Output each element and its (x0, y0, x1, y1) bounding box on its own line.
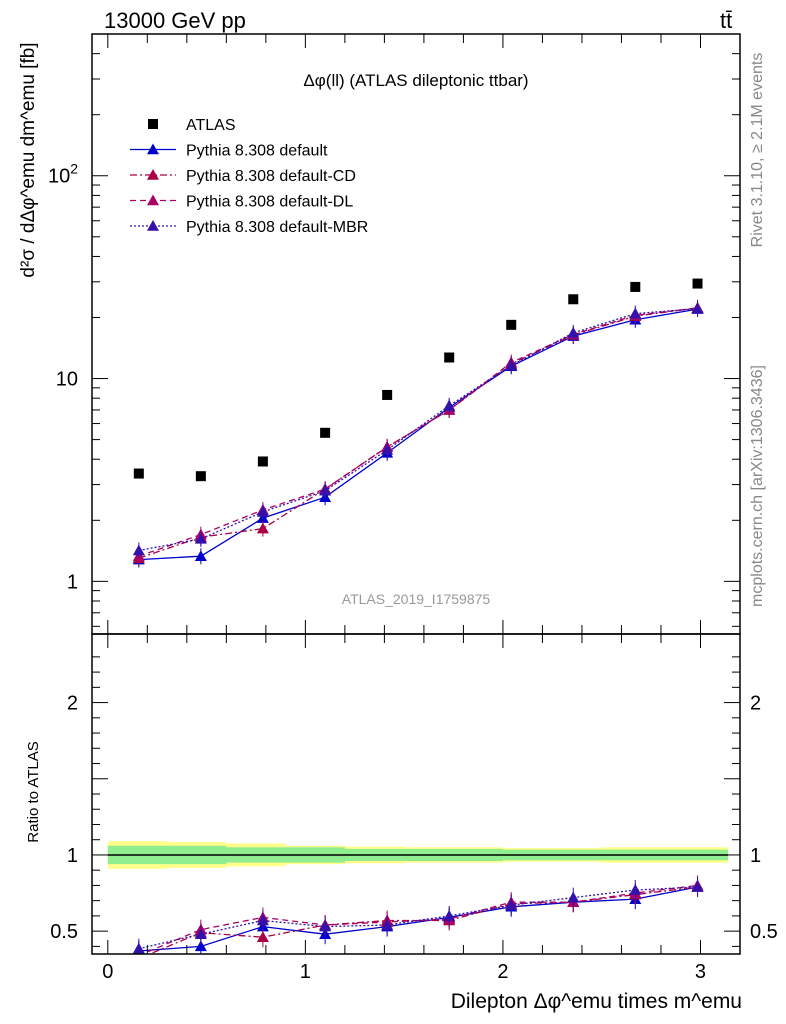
data-point-atlas (320, 427, 331, 438)
series-point-ratio (132, 942, 145, 954)
series-point-main (567, 326, 580, 338)
series-point-main (443, 399, 456, 411)
series-point-ratio (443, 909, 456, 921)
y-tick-label-ratio-right: 2 (750, 693, 761, 715)
series-point-ratio (319, 920, 332, 932)
data-point-atlas (133, 468, 144, 479)
data-point-atlas (692, 278, 703, 289)
legend-marker (147, 169, 159, 180)
x-tick-label: 3 (695, 961, 706, 983)
series-line-ratio (138, 886, 698, 952)
data-point-atlas (444, 352, 455, 363)
data-point-atlas (382, 389, 393, 400)
legend-marker (147, 143, 159, 155)
x-tick-label: 0 (102, 961, 113, 983)
series-point-main (194, 550, 207, 562)
series-line-main (138, 307, 698, 559)
series-point-ratio (629, 884, 642, 895)
header-left: 13000 GeV pp (104, 8, 246, 33)
y-tick-label-ratio: 0.5 (50, 921, 78, 943)
legend-marker-atlas (148, 119, 158, 129)
series-point-ratio (256, 914, 269, 926)
mcplots-label: mcplots.cern.ch [arXiv:1306.3436] (749, 365, 766, 607)
series-point-main (691, 302, 704, 314)
legend-label: ATLAS (186, 117, 236, 134)
series-point-main (629, 307, 642, 319)
legend-label: Pythia 8.308 default-DL (186, 194, 353, 211)
series-point-main (381, 443, 394, 455)
analysis-id: ATLAS_2019_I1759875 (342, 591, 491, 607)
series-point-ratio (194, 940, 207, 952)
series-point-ratio (256, 931, 269, 943)
series-line-main (138, 307, 698, 557)
series-line-main (138, 308, 698, 561)
series-point-main (319, 484, 332, 496)
data-point-atlas (506, 319, 517, 330)
y-tick-label-ratio-right: 0.5 (750, 921, 778, 943)
y-axis-title-ratio: Ratio to ATLAS (25, 741, 42, 842)
legend-marker (147, 220, 159, 231)
legend-marker (147, 194, 159, 206)
rivet-label: Rivet 3.1.10, ≥ 2.1M events (749, 53, 766, 248)
data-point-atlas (195, 471, 206, 482)
data-point-atlas (257, 456, 268, 467)
series-point-ratio (194, 928, 207, 939)
y-tick-label-main: 102 (48, 161, 78, 188)
y-tick-label-main: 1 (67, 571, 78, 593)
plot-title: Δφ(ll) (ATLAS dileptonic ttbar) (303, 71, 528, 90)
series-point-main (256, 522, 269, 534)
legend-label: Pythia 8.308 default-CD (186, 168, 356, 185)
series-point-main (132, 544, 145, 556)
series-point-ratio (691, 880, 704, 892)
series-line-ratio (148, 886, 698, 954)
series-point-main (505, 359, 518, 371)
series-point-main (256, 505, 269, 517)
data-point-atlas (630, 281, 641, 292)
series-line-main (138, 308, 698, 552)
series-point-ratio (381, 919, 394, 930)
series-point-ratio (567, 891, 580, 903)
x-tick-label: 1 (300, 961, 311, 983)
series-point-ratio (505, 899, 518, 911)
header-right: tt̄ (720, 8, 732, 33)
series-point-main (194, 532, 207, 544)
ratio-frame (91, 633, 741, 955)
y-tick-label-ratio-right: 1 (750, 845, 761, 867)
x-axis-title: Dilepton Δφ^emu times m^emu (451, 990, 742, 1013)
x-tick-label: 2 (497, 961, 508, 983)
y-tick-label-ratio: 2 (67, 693, 78, 715)
series-line-ratio (140, 884, 698, 954)
y-tick-label-main: 10 (56, 369, 78, 391)
y-axis-title-main: d²σ / dΔφ^emu dm^emu [fb] (18, 42, 39, 277)
legend-label: Pythia 8.308 default-MBR (186, 219, 368, 236)
data-point-atlas (568, 294, 579, 305)
legend-label: Pythia 8.308 default (186, 143, 328, 160)
y-tick-label-ratio: 1 (67, 845, 78, 867)
